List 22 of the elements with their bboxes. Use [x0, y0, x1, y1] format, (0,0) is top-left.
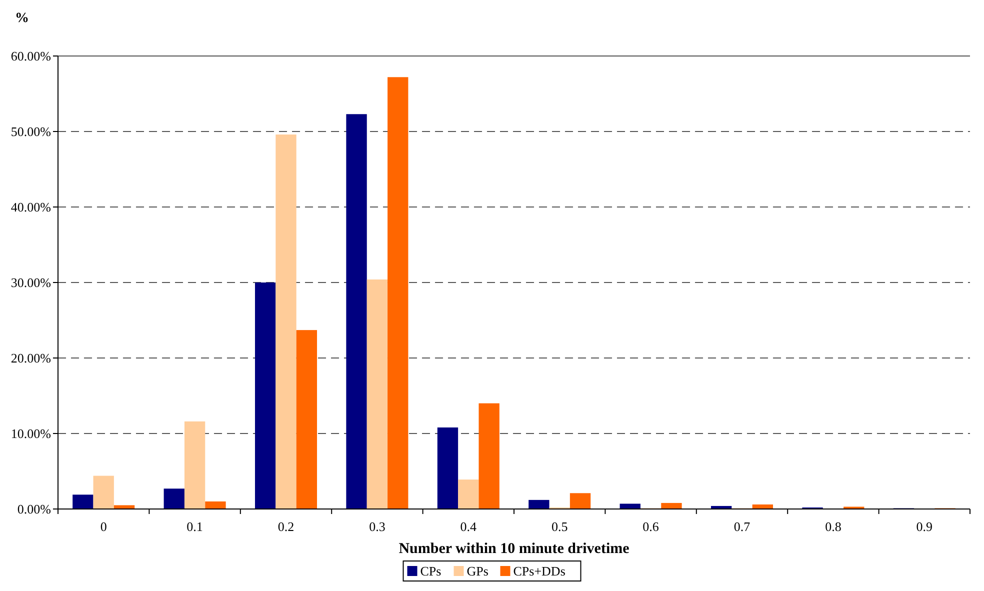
x-tick-label: 0.7	[734, 519, 751, 534]
x-tick-label: 0.1	[186, 519, 203, 534]
legend-label: GPs	[466, 564, 488, 579]
x-tick-label: 0.9	[916, 519, 933, 534]
x-tick-label: 0.5	[551, 519, 568, 534]
y-tick-label: 0.00%	[17, 502, 52, 517]
x-tick-label: 0.8	[825, 519, 842, 534]
y-tick-label: 20.00%	[10, 350, 52, 366]
x-tick-label: 0	[100, 519, 107, 534]
y-tick-label: 30.00%	[10, 275, 52, 290]
x-tick-label: 0.2	[278, 519, 294, 534]
x-axis-title: Number within 10 minute drivetime	[398, 541, 630, 557]
x-tick-label: 0.6	[642, 519, 660, 534]
x-tick-label: 0.4	[460, 519, 478, 534]
x-tick-label: 0.3	[369, 519, 386, 534]
y-axis-title: %	[15, 11, 29, 26]
y-tick-label: 50.00%	[10, 124, 52, 140]
legend-label: CPs+DDs	[513, 564, 566, 579]
y-tick-label: 40.00%	[10, 200, 52, 215]
legend-label: CPs	[420, 564, 442, 579]
y-tick-label: 10.00%	[10, 426, 52, 442]
y-tick-label: 60.00%	[10, 48, 52, 64]
